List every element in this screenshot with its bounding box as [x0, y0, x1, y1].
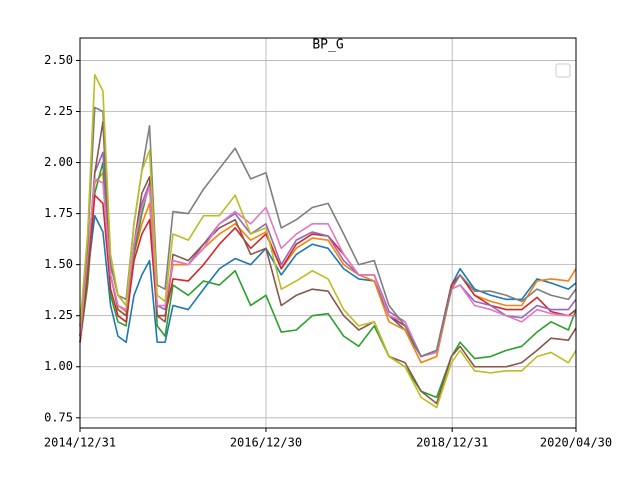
y-tick-label: 0.75	[44, 410, 73, 424]
y-tick-label: 1.50	[44, 257, 73, 271]
y-tick-label: 1.75	[44, 206, 73, 220]
x-tick-label: 2014/12/31	[44, 436, 116, 450]
x-tick-label: 2018/12/31	[416, 436, 488, 450]
y-tick-label: 1.00	[44, 359, 73, 373]
x-tick-label: 2016/12/30	[230, 436, 302, 450]
series-line	[79, 194, 577, 358]
y-tick-label: 2.50	[44, 53, 73, 67]
y-tick-label: 2.00	[44, 155, 73, 169]
y-tick-label: 1.25	[44, 308, 73, 322]
chart-title: BP_G	[312, 38, 343, 53]
y-tick-label: 2.25	[44, 104, 73, 118]
series-line	[79, 214, 577, 358]
series-line	[79, 178, 576, 358]
axes-frame	[79, 37, 577, 429]
legend	[555, 63, 571, 78]
series-line	[79, 73, 577, 409]
x-tick-label: 2020/04/30	[540, 436, 612, 450]
